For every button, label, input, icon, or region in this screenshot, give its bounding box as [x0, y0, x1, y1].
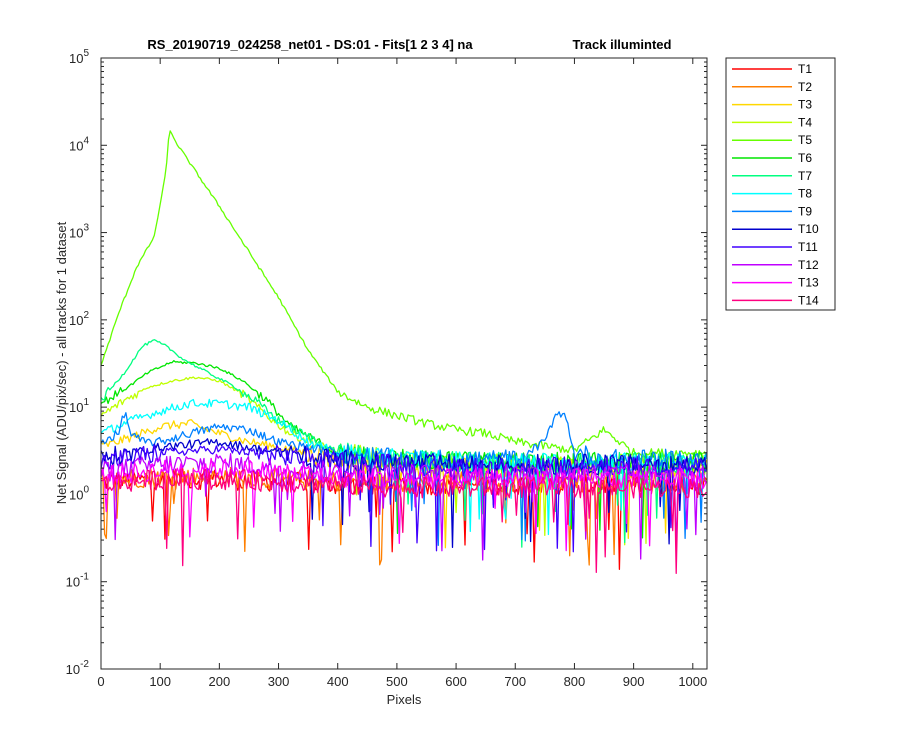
legend-label-t11: T11 — [798, 240, 818, 254]
legend-label-t14: T14 — [798, 293, 819, 307]
y-tick-label: 100 — [69, 484, 89, 502]
y-tick-label: 101 — [69, 397, 89, 415]
legend-items: T1 T2 T3 T4 T5 T6 T7 T8 T9 T10 T11 T12 T13 T14 — [732, 62, 819, 307]
x-tick-label: 1000 — [678, 674, 707, 689]
chart-title: RS_20190719_024258_net01 - DS:01 - Fits[… — [147, 37, 473, 52]
y-tick-label: 10-1 — [66, 572, 90, 590]
y-axis-label: Net Signal (ADU/pix/sec) - all tracks fo… — [54, 221, 69, 504]
x-tick-label: 600 — [445, 674, 467, 689]
y-tick-label: 102 — [69, 310, 89, 328]
legend-label-t12: T12 — [798, 258, 819, 272]
series-line-t2 — [100, 466, 707, 566]
y-tick-label: 10-2 — [66, 659, 90, 677]
series-line-t6 — [100, 360, 708, 539]
y-tick-label: 103 — [69, 223, 89, 241]
legend: T1 T2 T3 T4 T5 T6 T7 T8 T9 T10 T11 T12 T13 T14 — [725, 57, 836, 311]
chart-title-right: Track illuminted — [573, 37, 672, 52]
x-tick-label: 400 — [327, 674, 349, 689]
legend-label-t9: T9 — [798, 204, 812, 218]
series-line-t5 — [100, 130, 708, 458]
legend-label-t3: T3 — [798, 98, 812, 112]
series-line-t11 — [100, 444, 707, 553]
x-tick-label: 500 — [386, 674, 408, 689]
plot-area — [101, 58, 707, 669]
x-tick-label: 100 — [149, 674, 171, 689]
x-tick-label: 800 — [564, 674, 586, 689]
series-line-t13 — [100, 457, 707, 552]
axes-box — [100, 57, 708, 670]
x-tick-label: 300 — [268, 674, 290, 689]
legend-label-t13: T13 — [798, 276, 819, 290]
legend-label-t2: T2 — [798, 80, 812, 94]
series-line-t14 — [100, 468, 707, 575]
y-tick-label: 105 — [69, 48, 89, 66]
x-tick-label: 700 — [504, 674, 526, 689]
x-tick-label: 0 — [97, 674, 104, 689]
series-layer — [100, 130, 708, 575]
legend-label-t8: T8 — [798, 187, 812, 201]
series-line-t12 — [100, 453, 707, 561]
legend-label-t5: T5 — [798, 133, 812, 147]
legend-box — [725, 57, 836, 311]
legend-label-t1: T1 — [798, 62, 812, 76]
legend-label-t4: T4 — [798, 115, 812, 129]
x-axis-label: Pixels — [387, 692, 422, 707]
tick-layer: 0 100 200 300 400 500 600 700 800 900 1000 10-2 10-1… — [66, 48, 708, 689]
y-tick-label: 104 — [69, 135, 89, 153]
x-tick-label: 200 — [209, 674, 231, 689]
legend-label-t7: T7 — [798, 169, 812, 183]
legend-label-t6: T6 — [798, 151, 812, 165]
x-tick-label: 900 — [623, 674, 645, 689]
legend-label-t10: T10 — [798, 222, 819, 236]
